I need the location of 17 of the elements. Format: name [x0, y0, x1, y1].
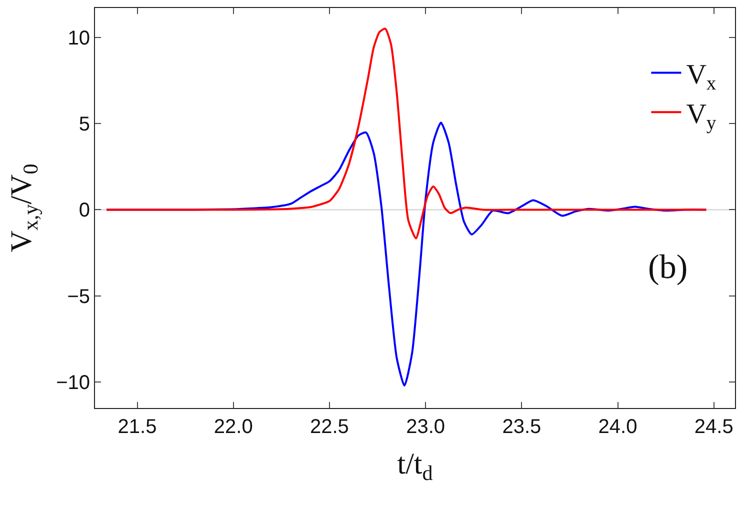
- x-tick-label: 21.5: [118, 416, 157, 438]
- y-tick-label: 10: [68, 27, 90, 50]
- x-tick-label: 24.0: [598, 416, 638, 438]
- y-tick-label: −5: [67, 286, 90, 308]
- line-series: [106, 28, 708, 240]
- x-axis-title: t/t$_{d}$: [397, 448, 434, 485]
- x-tick-label: 22.5: [310, 416, 349, 438]
- x-tick-label: 22.0: [214, 416, 253, 438]
- y-tick-label: 0: [78, 200, 90, 222]
- x-tick-label: 23.5: [502, 416, 542, 438]
- legend-label: V$_{x}$: [686, 60, 716, 94]
- annotation: (b): [648, 249, 688, 286]
- x-tick-label: 24.5: [694, 416, 734, 438]
- y-tick-label: −10: [56, 372, 90, 394]
- legend-label: V$_{y}$: [686, 99, 716, 134]
- x-tick-label: 23.0: [406, 416, 446, 438]
- y-tick-label: 5: [78, 114, 90, 136]
